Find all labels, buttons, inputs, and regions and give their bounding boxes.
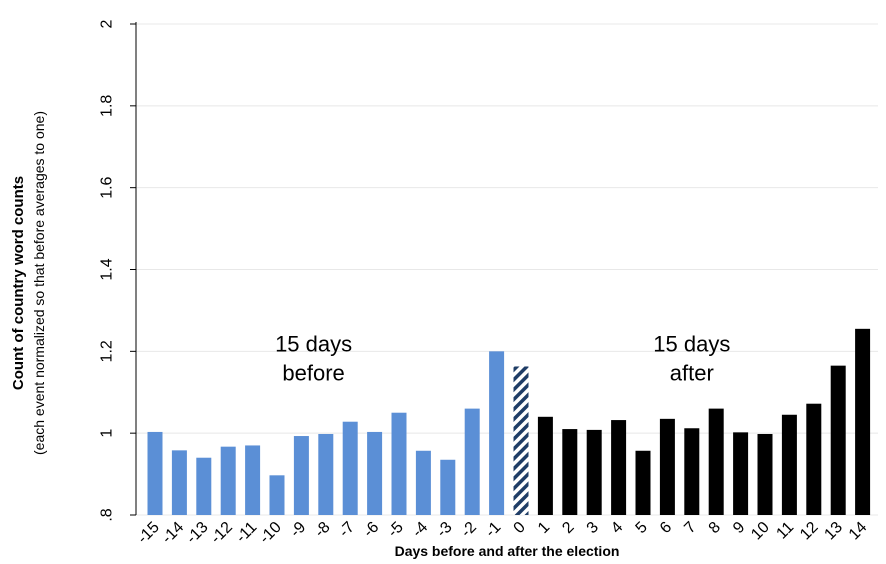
x-tick-label: 6 bbox=[657, 519, 675, 537]
bar-before bbox=[440, 459, 456, 515]
bar-after bbox=[537, 416, 553, 515]
x-tick-label: -8 bbox=[312, 519, 334, 541]
x-tick-label: -9 bbox=[287, 519, 309, 541]
bar-before bbox=[196, 457, 212, 515]
y-tick-label: 1.6 bbox=[99, 176, 116, 198]
x-tick-label: 7 bbox=[681, 519, 699, 537]
x-tick-label: -6 bbox=[360, 519, 382, 541]
bar-before bbox=[489, 351, 505, 515]
x-tick-label: 13 bbox=[821, 519, 846, 544]
bar-before bbox=[147, 431, 163, 515]
annotations: 15 days before 15 days after bbox=[275, 331, 730, 385]
x-tick-label: -14 bbox=[159, 519, 187, 547]
bar-before bbox=[391, 412, 407, 515]
x-tick-label: 3 bbox=[584, 519, 602, 537]
annotation-label: before bbox=[282, 360, 344, 385]
bar-after bbox=[708, 408, 724, 515]
x-tick-label: -13 bbox=[183, 519, 211, 547]
bar-after bbox=[733, 432, 749, 515]
annotation-label: after bbox=[670, 360, 714, 385]
x-tick-label: 4 bbox=[608, 519, 626, 537]
bar-before bbox=[464, 408, 480, 515]
x-tick-label: -1 bbox=[482, 519, 504, 541]
bar-before bbox=[318, 433, 334, 515]
x-tick-label: -15 bbox=[134, 519, 162, 547]
grid-lines bbox=[136, 23, 878, 516]
bar-after bbox=[781, 414, 797, 515]
x-tick-label: -12 bbox=[208, 519, 236, 547]
annotation-label: 15 days bbox=[275, 331, 352, 356]
bar-before bbox=[415, 450, 431, 515]
x-tick-label: 11 bbox=[773, 519, 797, 543]
y-axis-subtitle: (each event normalized so that before av… bbox=[31, 111, 47, 455]
bar-before bbox=[245, 445, 261, 515]
x-tick-label: -7 bbox=[336, 519, 358, 541]
bar-before bbox=[220, 446, 236, 515]
x-tick-label: 12 bbox=[797, 519, 822, 544]
y-axis-title: Count of country word counts bbox=[10, 176, 27, 390]
bar-before bbox=[367, 431, 383, 515]
bar-after bbox=[562, 429, 578, 515]
x-tick-label: -10 bbox=[256, 519, 284, 547]
y-tick-label: 1.8 bbox=[99, 95, 116, 117]
y-tick-label: 1.4 bbox=[99, 258, 116, 280]
y-tick-labels: .8 1 1.2 1.4 1.6 1.8 2 bbox=[99, 19, 136, 522]
bar-after bbox=[611, 420, 627, 515]
y-tick-label: 1.2 bbox=[99, 340, 116, 362]
x-tick-label: 9 bbox=[730, 519, 748, 537]
bar-before bbox=[342, 421, 358, 515]
x-tick-label: 0 bbox=[511, 519, 529, 537]
x-tick-label: 2 bbox=[559, 519, 577, 537]
x-tick-label: 8 bbox=[706, 519, 724, 537]
x-tick-label: -2 bbox=[458, 519, 480, 541]
bar-after bbox=[586, 429, 602, 515]
x-tick-label: -4 bbox=[409, 519, 431, 541]
bar-before bbox=[269, 475, 285, 515]
bar-after bbox=[684, 428, 700, 515]
bars bbox=[147, 328, 871, 515]
bar-after bbox=[806, 403, 822, 515]
bar-before bbox=[171, 450, 187, 515]
bar-election bbox=[513, 366, 529, 515]
bar-after bbox=[830, 365, 846, 515]
annotation-label: 15 days bbox=[653, 331, 730, 356]
bar-after bbox=[757, 433, 773, 515]
bar-before bbox=[293, 436, 309, 515]
x-tick-label: -11 bbox=[233, 519, 261, 547]
y-tick-label: 1 bbox=[99, 429, 116, 438]
x-tick-label: 10 bbox=[748, 519, 773, 544]
x-tick-label: 14 bbox=[846, 519, 871, 544]
bar-after bbox=[659, 418, 675, 515]
x-tick-label: -3 bbox=[434, 519, 456, 541]
bar-after bbox=[855, 328, 871, 515]
x-tick-label: 5 bbox=[633, 519, 651, 537]
y-tick-label: 2 bbox=[99, 19, 116, 28]
x-tick-label: 1 bbox=[535, 519, 553, 537]
x-axis-title: Days before and after the election bbox=[395, 543, 620, 559]
x-tick-label: -5 bbox=[385, 519, 407, 541]
bar-after bbox=[635, 450, 651, 515]
y-tick-label: .8 bbox=[99, 508, 116, 521]
